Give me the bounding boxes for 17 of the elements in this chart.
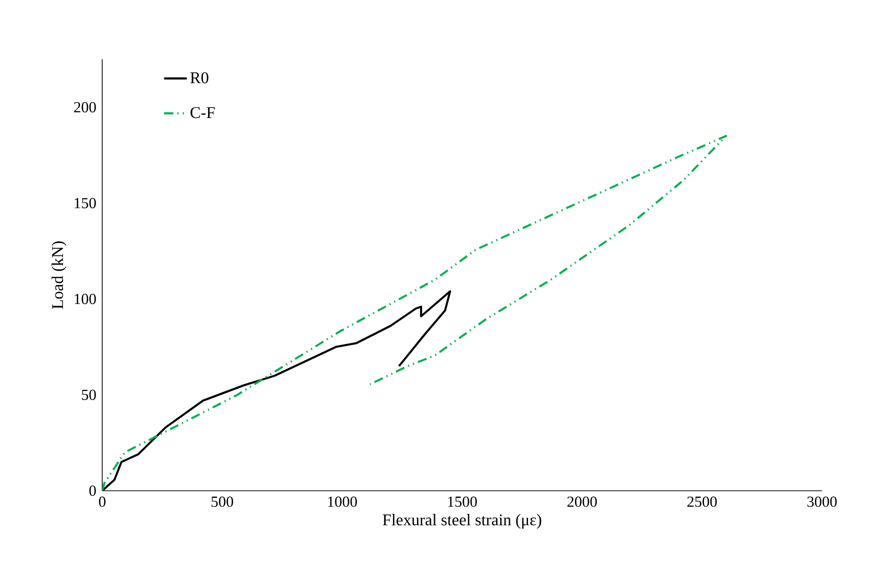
x-tick-label: 500	[212, 496, 234, 507]
y-tick-label: 150	[74, 198, 96, 208]
x-tick-label: 1000	[328, 496, 357, 507]
x-axis-title: Flexural steel strain (με)	[382, 514, 542, 529]
line-series	[102, 134, 728, 491]
y-tick-label: 0	[89, 485, 96, 496]
y-tick-label: 200	[74, 102, 96, 112]
x-tick-label: 2000	[567, 496, 597, 507]
legend-label: R0	[190, 72, 208, 84]
y-tick-label: 100	[74, 294, 96, 304]
x-tick-label: 0	[98, 496, 106, 507]
x-tick-label: 1500	[448, 496, 477, 507]
x-tick-label: 2500	[687, 496, 717, 507]
y-tick-label: 50	[82, 389, 96, 400]
y-axis-title: Load (kN)	[52, 241, 66, 309]
x-tick-label: 3000	[807, 496, 837, 507]
legend-label: C-F	[190, 106, 215, 118]
